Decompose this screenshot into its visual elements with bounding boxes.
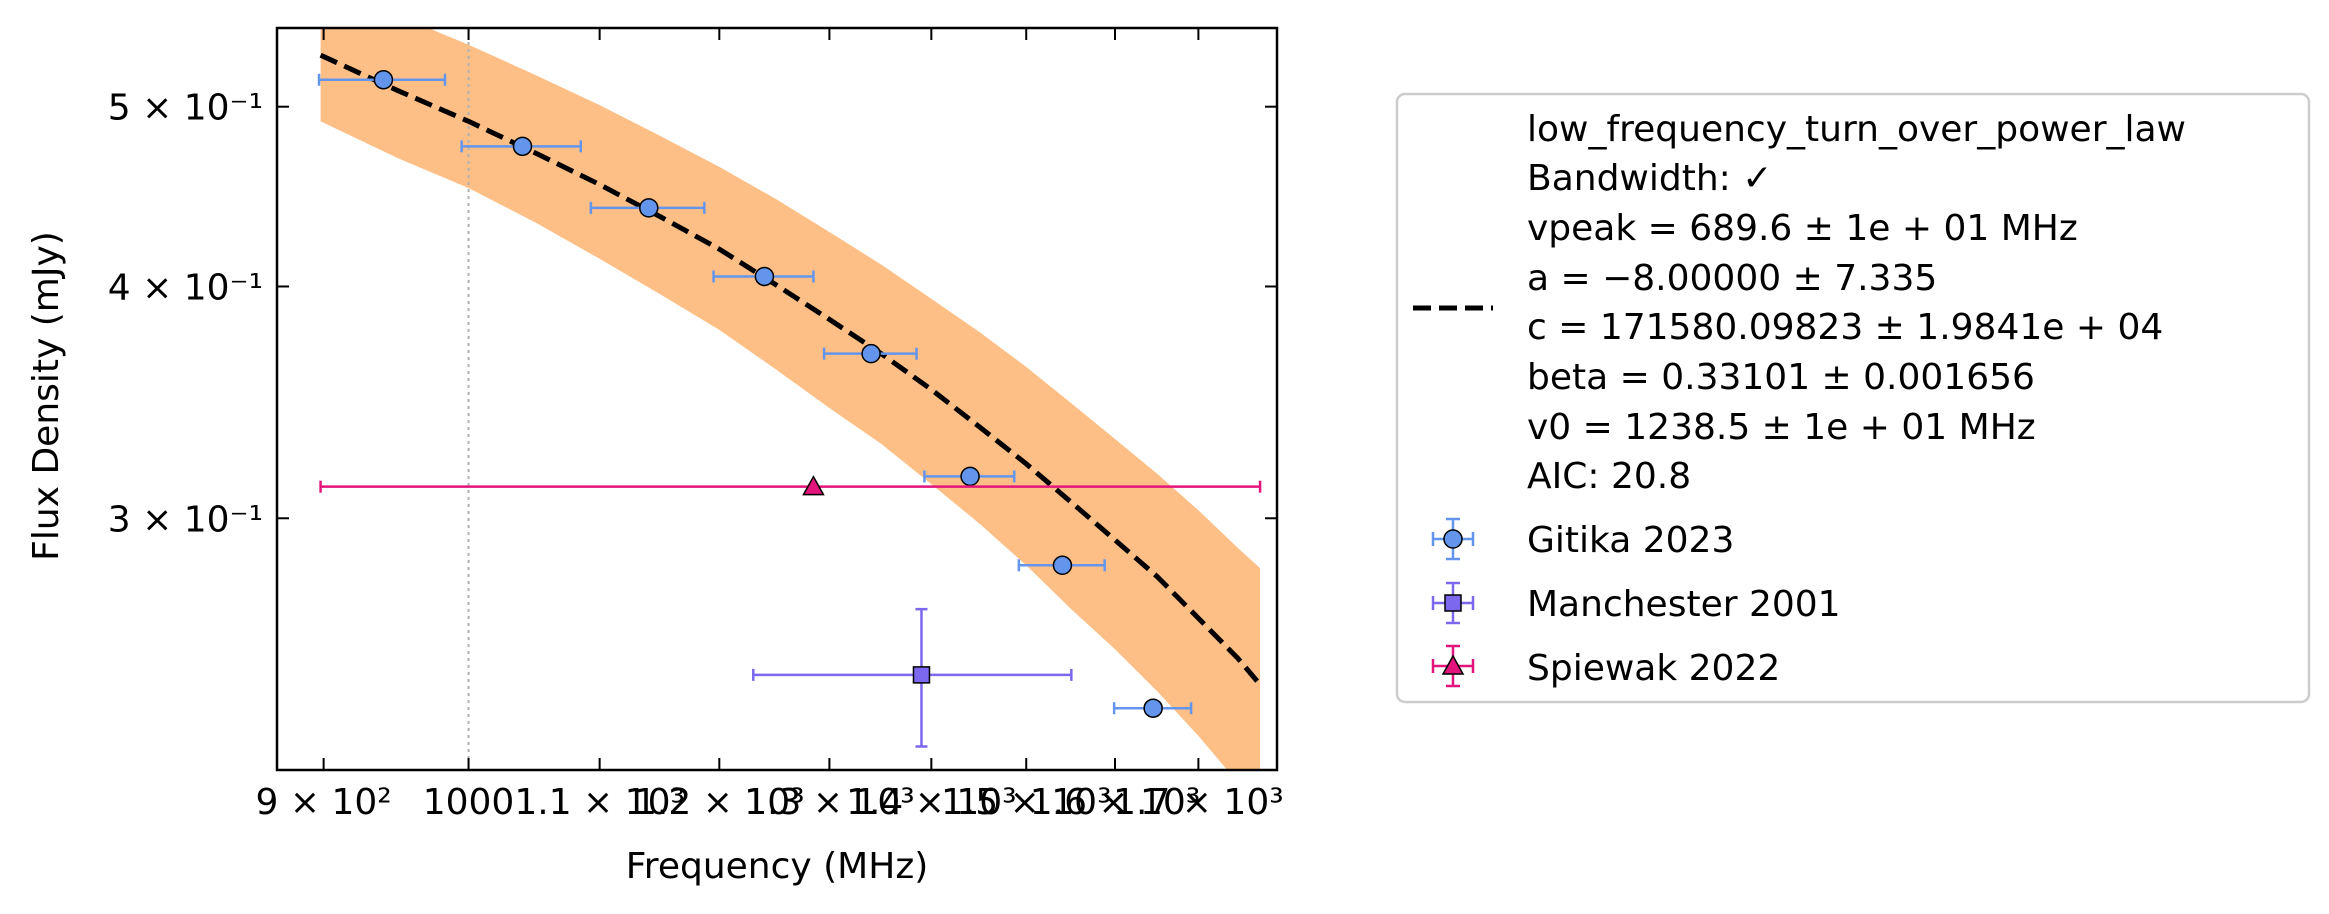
x-tick-label: 1.6 × 10³ bbox=[1030, 782, 1201, 823]
y-tick-label: 5 × 10⁻¹ bbox=[108, 88, 263, 129]
legend-fit-line-0: low_frequency_turn_over_power_law bbox=[1527, 109, 2186, 150]
x-tick-label: 1.5 × 10³ bbox=[941, 782, 1112, 823]
x-axis-label: Frequency (MHz) bbox=[626, 846, 929, 887]
legend-marker-manchester bbox=[1431, 581, 1475, 625]
x-tick-label: 1.4 × 10³ bbox=[846, 782, 1017, 823]
marker-circle bbox=[960, 466, 980, 487]
data-point-gitika-2023-3 bbox=[712, 266, 815, 287]
legend-marker-spiewak bbox=[1431, 644, 1475, 688]
data-point-manchester-2001-0 bbox=[752, 607, 1073, 748]
x-tick-label: 1.2 × 10³ bbox=[634, 782, 805, 823]
legend-fit-line-6: v0 = 1238.5 ± 1e + 01 MHz bbox=[1527, 407, 2036, 448]
legend: low_frequency_turn_over_power_law Bandwi… bbox=[1395, 92, 2311, 704]
marker-triangle bbox=[802, 475, 825, 496]
marker-circle bbox=[754, 266, 775, 287]
axes-frame bbox=[275, 26, 1279, 772]
y-tick-label: 3 × 10⁻¹ bbox=[108, 499, 263, 540]
legend-fit-line-4: c = 171580.09823 ± 1.9841e + 04 bbox=[1527, 307, 2163, 348]
legend-marker-gitika bbox=[1431, 517, 1475, 561]
data-point-gitika-2023-6 bbox=[1017, 555, 1106, 576]
data-point-gitika-2023-1 bbox=[460, 136, 583, 157]
data-point-gitika-2023-4 bbox=[822, 343, 918, 364]
y-tick-label: 4 × 10⁻¹ bbox=[108, 267, 263, 308]
legend-label-spiewak: Spiewak 2022 bbox=[1527, 648, 1780, 689]
x-tick-label: 1000 bbox=[423, 782, 515, 823]
y-axis-label: Flux Density (mJy) bbox=[26, 231, 67, 561]
marker-square bbox=[912, 666, 931, 684]
legend-fit-line-1: Bandwidth: ✓ bbox=[1527, 158, 1772, 199]
x-tick-label: 1.1 × 10³ bbox=[514, 782, 685, 823]
plot-content bbox=[317, 28, 1263, 770]
legend-fit-line-7: AIC: 20.8 bbox=[1527, 456, 1691, 497]
legend-label-gitika: Gitika 2023 bbox=[1527, 520, 1734, 561]
data-point-gitika-2023-2 bbox=[589, 198, 706, 218]
data-point-spiewak-2022-0 bbox=[319, 475, 1262, 496]
x-tick-label: 1.3 × 10³ bbox=[744, 782, 915, 823]
data-point-gitika-2023-7 bbox=[1112, 698, 1193, 718]
marker-circle bbox=[373, 70, 394, 90]
data-point-gitika-2023-0 bbox=[317, 70, 447, 90]
x-tick-label: 9 × 10² bbox=[256, 782, 392, 823]
marker-circle bbox=[861, 343, 881, 364]
y-axis-ticks: 3 × 10⁻¹ 4 × 10⁻¹ 5 × 10⁻¹ bbox=[108, 88, 1277, 540]
legend-fit-line-2: vpeak = 689.6 ± 1e + 01 MHz bbox=[1527, 208, 2078, 249]
data-point-gitika-2023-5 bbox=[923, 466, 1016, 487]
marker-circle bbox=[512, 136, 533, 157]
legend-label-manchester: Manchester 2001 bbox=[1527, 584, 1841, 625]
marker-circle bbox=[639, 198, 659, 218]
legend-fit-line-5: beta = 0.33101 ± 0.001656 bbox=[1527, 357, 2035, 398]
fit-uncertainty-band bbox=[320, 28, 1261, 770]
legend-fit-line-3: a = −8.00000 ± 7.335 bbox=[1527, 258, 1937, 299]
marker-circle bbox=[1143, 698, 1163, 718]
legend-frame bbox=[1395, 92, 2311, 704]
x-tick-label: 1.7 × 10³ bbox=[1113, 782, 1284, 823]
marker-circle bbox=[1052, 555, 1073, 576]
